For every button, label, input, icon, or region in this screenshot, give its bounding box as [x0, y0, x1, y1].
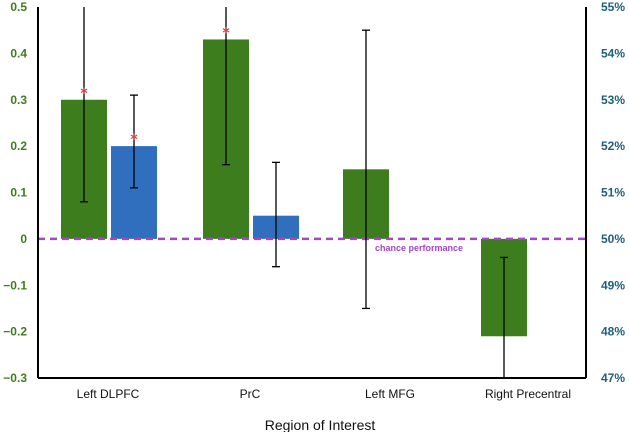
significance-marker: * [130, 132, 138, 148]
y2-tick-label: 52% [601, 139, 625, 153]
y2-tick-label: 51% [601, 186, 625, 200]
y2-tick-label: 49% [601, 278, 625, 292]
x-axis-title: Region of Interest [265, 417, 376, 432]
y-tick-label: 0.4 [10, 46, 27, 60]
significance-marker: * [80, 86, 88, 102]
y-tick-label: 0.3 [10, 93, 27, 107]
left-y-axis: −0.3 −0.2 −0.1 0 0.1 0.2 0.3 0.4 0.5 [3, 0, 27, 385]
y2-tick-label: 50% [601, 232, 625, 246]
x-category-label: Right Precentral [485, 387, 571, 401]
y-tick-label: 0.1 [10, 186, 27, 200]
x-category-label: Left DLPFC [77, 387, 140, 401]
x-axis-categories: Left DLPFC PrC Left MFG Right Precentral [77, 387, 571, 401]
chance-line-label: chance performance [375, 243, 463, 253]
y2-tick-label: 48% [601, 325, 625, 339]
y-tick-label: −0.2 [3, 325, 27, 339]
x-category-label: Left MFG [365, 387, 415, 401]
y2-tick-label: 53% [601, 93, 625, 107]
y-tick-label: 0.5 [10, 0, 27, 14]
error-bars-layer [80, 7, 508, 378]
y-tick-label: −0.1 [3, 278, 27, 292]
y2-tick-label: 47% [601, 371, 625, 385]
y-tick-label: 0.2 [10, 139, 27, 153]
chance-layer: chance performance [38, 237, 586, 253]
significance-markers-layer: * * * [80, 25, 230, 148]
y-tick-label: −0.3 [3, 371, 27, 385]
significance-marker: * [222, 25, 230, 41]
plot-frame [37, 7, 587, 379]
x-category-label: PrC [240, 387, 261, 401]
y-tick-label: 0 [20, 232, 27, 246]
y2-tick-label: 55% [601, 0, 625, 14]
right-y-axis: 47% 48% 49% 50% 51% 52% 53% 54% 55% [601, 0, 625, 385]
y2-tick-label: 54% [601, 46, 625, 60]
